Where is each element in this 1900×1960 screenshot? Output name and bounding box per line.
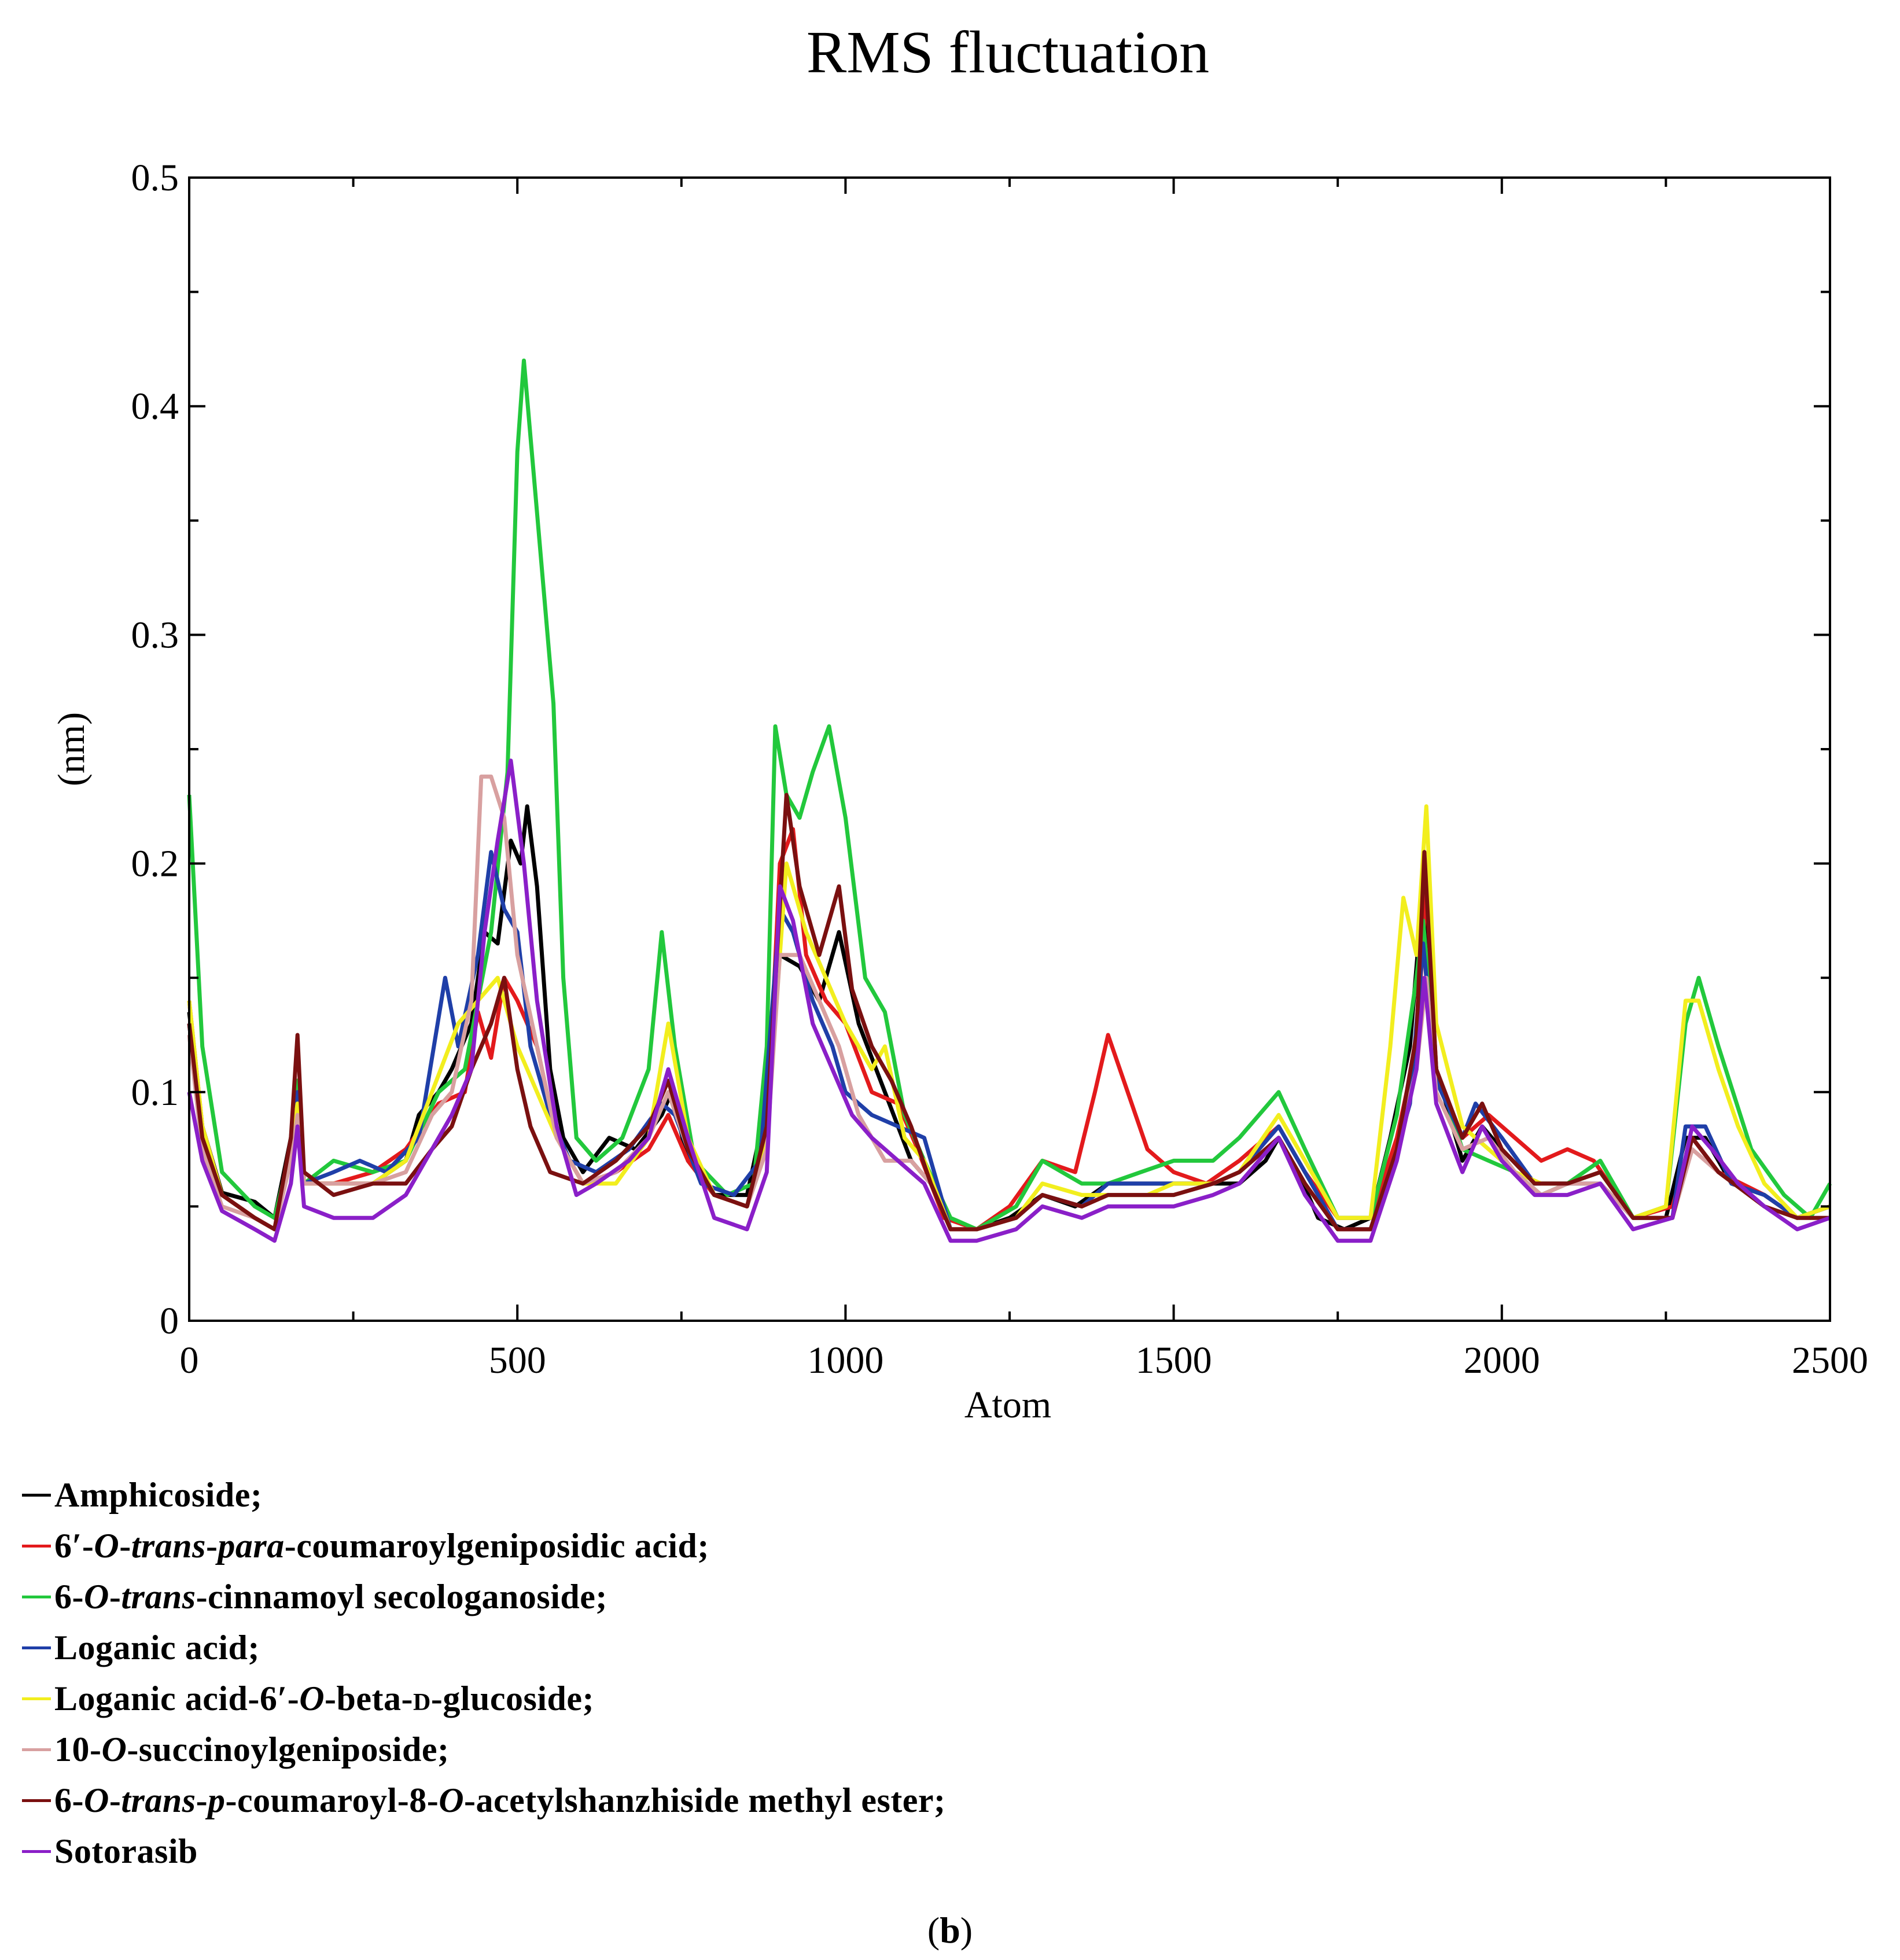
legend-text: Loganic acid; <box>54 1628 260 1667</box>
legend-text: trans <box>121 1577 196 1616</box>
x-tick-label: 1500 <box>1136 1339 1212 1381</box>
y-tick-label: 0.1 <box>131 1071 179 1114</box>
legend-text: Amphicoside; <box>54 1475 263 1514</box>
y-tick-label: 0.4 <box>131 385 179 428</box>
legend-swatch <box>22 1697 51 1700</box>
y-tick-label: 0.2 <box>131 843 179 885</box>
legend-text: -coumaroylgeniposidic acid; <box>284 1526 709 1565</box>
legend-text: O <box>299 1679 325 1718</box>
y-tick-label: 0.5 <box>131 157 179 199</box>
legend-text: O <box>83 1577 109 1616</box>
legend-item: Loganic acid-6′- O -beta- D -glucoside; <box>22 1673 946 1724</box>
series-line-6 <box>187 774 1830 1232</box>
legend-text: Loganic acid-6′- <box>54 1679 300 1718</box>
legend-text: O <box>101 1730 127 1769</box>
y-tick-label: 0 <box>160 1300 179 1342</box>
legend-text: Sotorasib <box>54 1832 198 1870</box>
legend-text: O <box>94 1526 120 1565</box>
x-tick-label: 2500 <box>1792 1339 1868 1381</box>
series-line-1 <box>187 804 1831 1232</box>
series-line-7 <box>187 793 1830 1232</box>
legend-text: - <box>205 1526 218 1565</box>
chart-title: RMS fluctuation <box>807 19 1209 86</box>
axis-ticks: 0 500 1000 1500 2000 2500 0 0.1 0.2 0.3 0.4 0.5 <box>131 157 1869 1381</box>
x-tick-label: 500 <box>489 1339 546 1381</box>
legend-item: 10- O -succinoylgeniposide; <box>22 1724 946 1775</box>
legend: Amphicoside; 6′- O - trans - para -coumaroylgen… <box>22 1469 946 1877</box>
plot-lines <box>187 358 1832 1243</box>
plot-frame <box>188 176 1831 1322</box>
legend-item: Loganic acid; <box>22 1622 946 1673</box>
x-axis-label: Atom <box>964 1384 1051 1426</box>
legend-swatch <box>22 1799 51 1802</box>
x-tick-label: 0 <box>180 1339 199 1381</box>
figure-caption: (b) <box>927 1910 973 1951</box>
legend-swatch <box>22 1595 51 1598</box>
y-tick-label: 0.3 <box>131 614 179 656</box>
legend-swatch <box>22 1493 51 1497</box>
legend-text: trans <box>131 1526 206 1565</box>
x-tick-label: 1000 <box>807 1339 883 1381</box>
legend-text: - <box>119 1526 131 1565</box>
legend-text: - <box>109 1781 121 1819</box>
legend-item: 6- O - trans - p -coumaroyl-8- O -acetylshanzhis… <box>22 1775 946 1826</box>
legend-text: -coumaroyl-8- <box>225 1781 439 1819</box>
legend-text: 6- <box>54 1781 84 1819</box>
legend-text: - <box>196 1781 208 1819</box>
legend-text: O <box>439 1781 465 1819</box>
legend-text: -acetylshanzhiside methyl ester; <box>464 1781 946 1819</box>
series-line-5 <box>187 804 1831 1232</box>
legend-swatch <box>22 1646 51 1649</box>
legend-item: 6- O - trans -cinnamoyl secologanoside; <box>22 1571 946 1622</box>
legend-swatch <box>22 1748 51 1751</box>
legend-text: O <box>83 1781 109 1819</box>
legend-text: -glucoside; <box>430 1679 594 1718</box>
legend-text: -cinnamoyl secologanoside; <box>196 1577 607 1616</box>
legend-swatch <box>22 1544 51 1548</box>
legend-text: D <box>413 1679 431 1718</box>
legend-text: 10- <box>54 1730 102 1769</box>
legend-text: trans <box>121 1781 196 1819</box>
legend-text: - <box>109 1577 121 1616</box>
legend-item: 6′- O - trans - para -coumaroylgeniposidic aci… <box>22 1520 946 1571</box>
legend-text: p <box>208 1781 226 1819</box>
series-line-3 <box>187 358 1832 1232</box>
x-tick-label: 2000 <box>1464 1339 1540 1381</box>
legend-text: 6- <box>54 1577 84 1616</box>
y-axis-label: (nm) <box>50 712 93 786</box>
rmsf-chart: RMS fluctuation 0 500 1000 1500 2000 2500 0 0.1… <box>50 19 1869 1426</box>
legend-text: -beta- <box>325 1679 413 1718</box>
legend-swatch <box>22 1850 51 1853</box>
legend-text: 6′- <box>54 1526 94 1565</box>
legend-text: para <box>218 1526 285 1565</box>
legend-item: Amphicoside; <box>22 1469 946 1520</box>
legend-item: Sotorasib <box>22 1826 946 1877</box>
series-line-8 <box>187 758 1831 1243</box>
legend-text: -succinoylgeniposide; <box>127 1730 450 1769</box>
